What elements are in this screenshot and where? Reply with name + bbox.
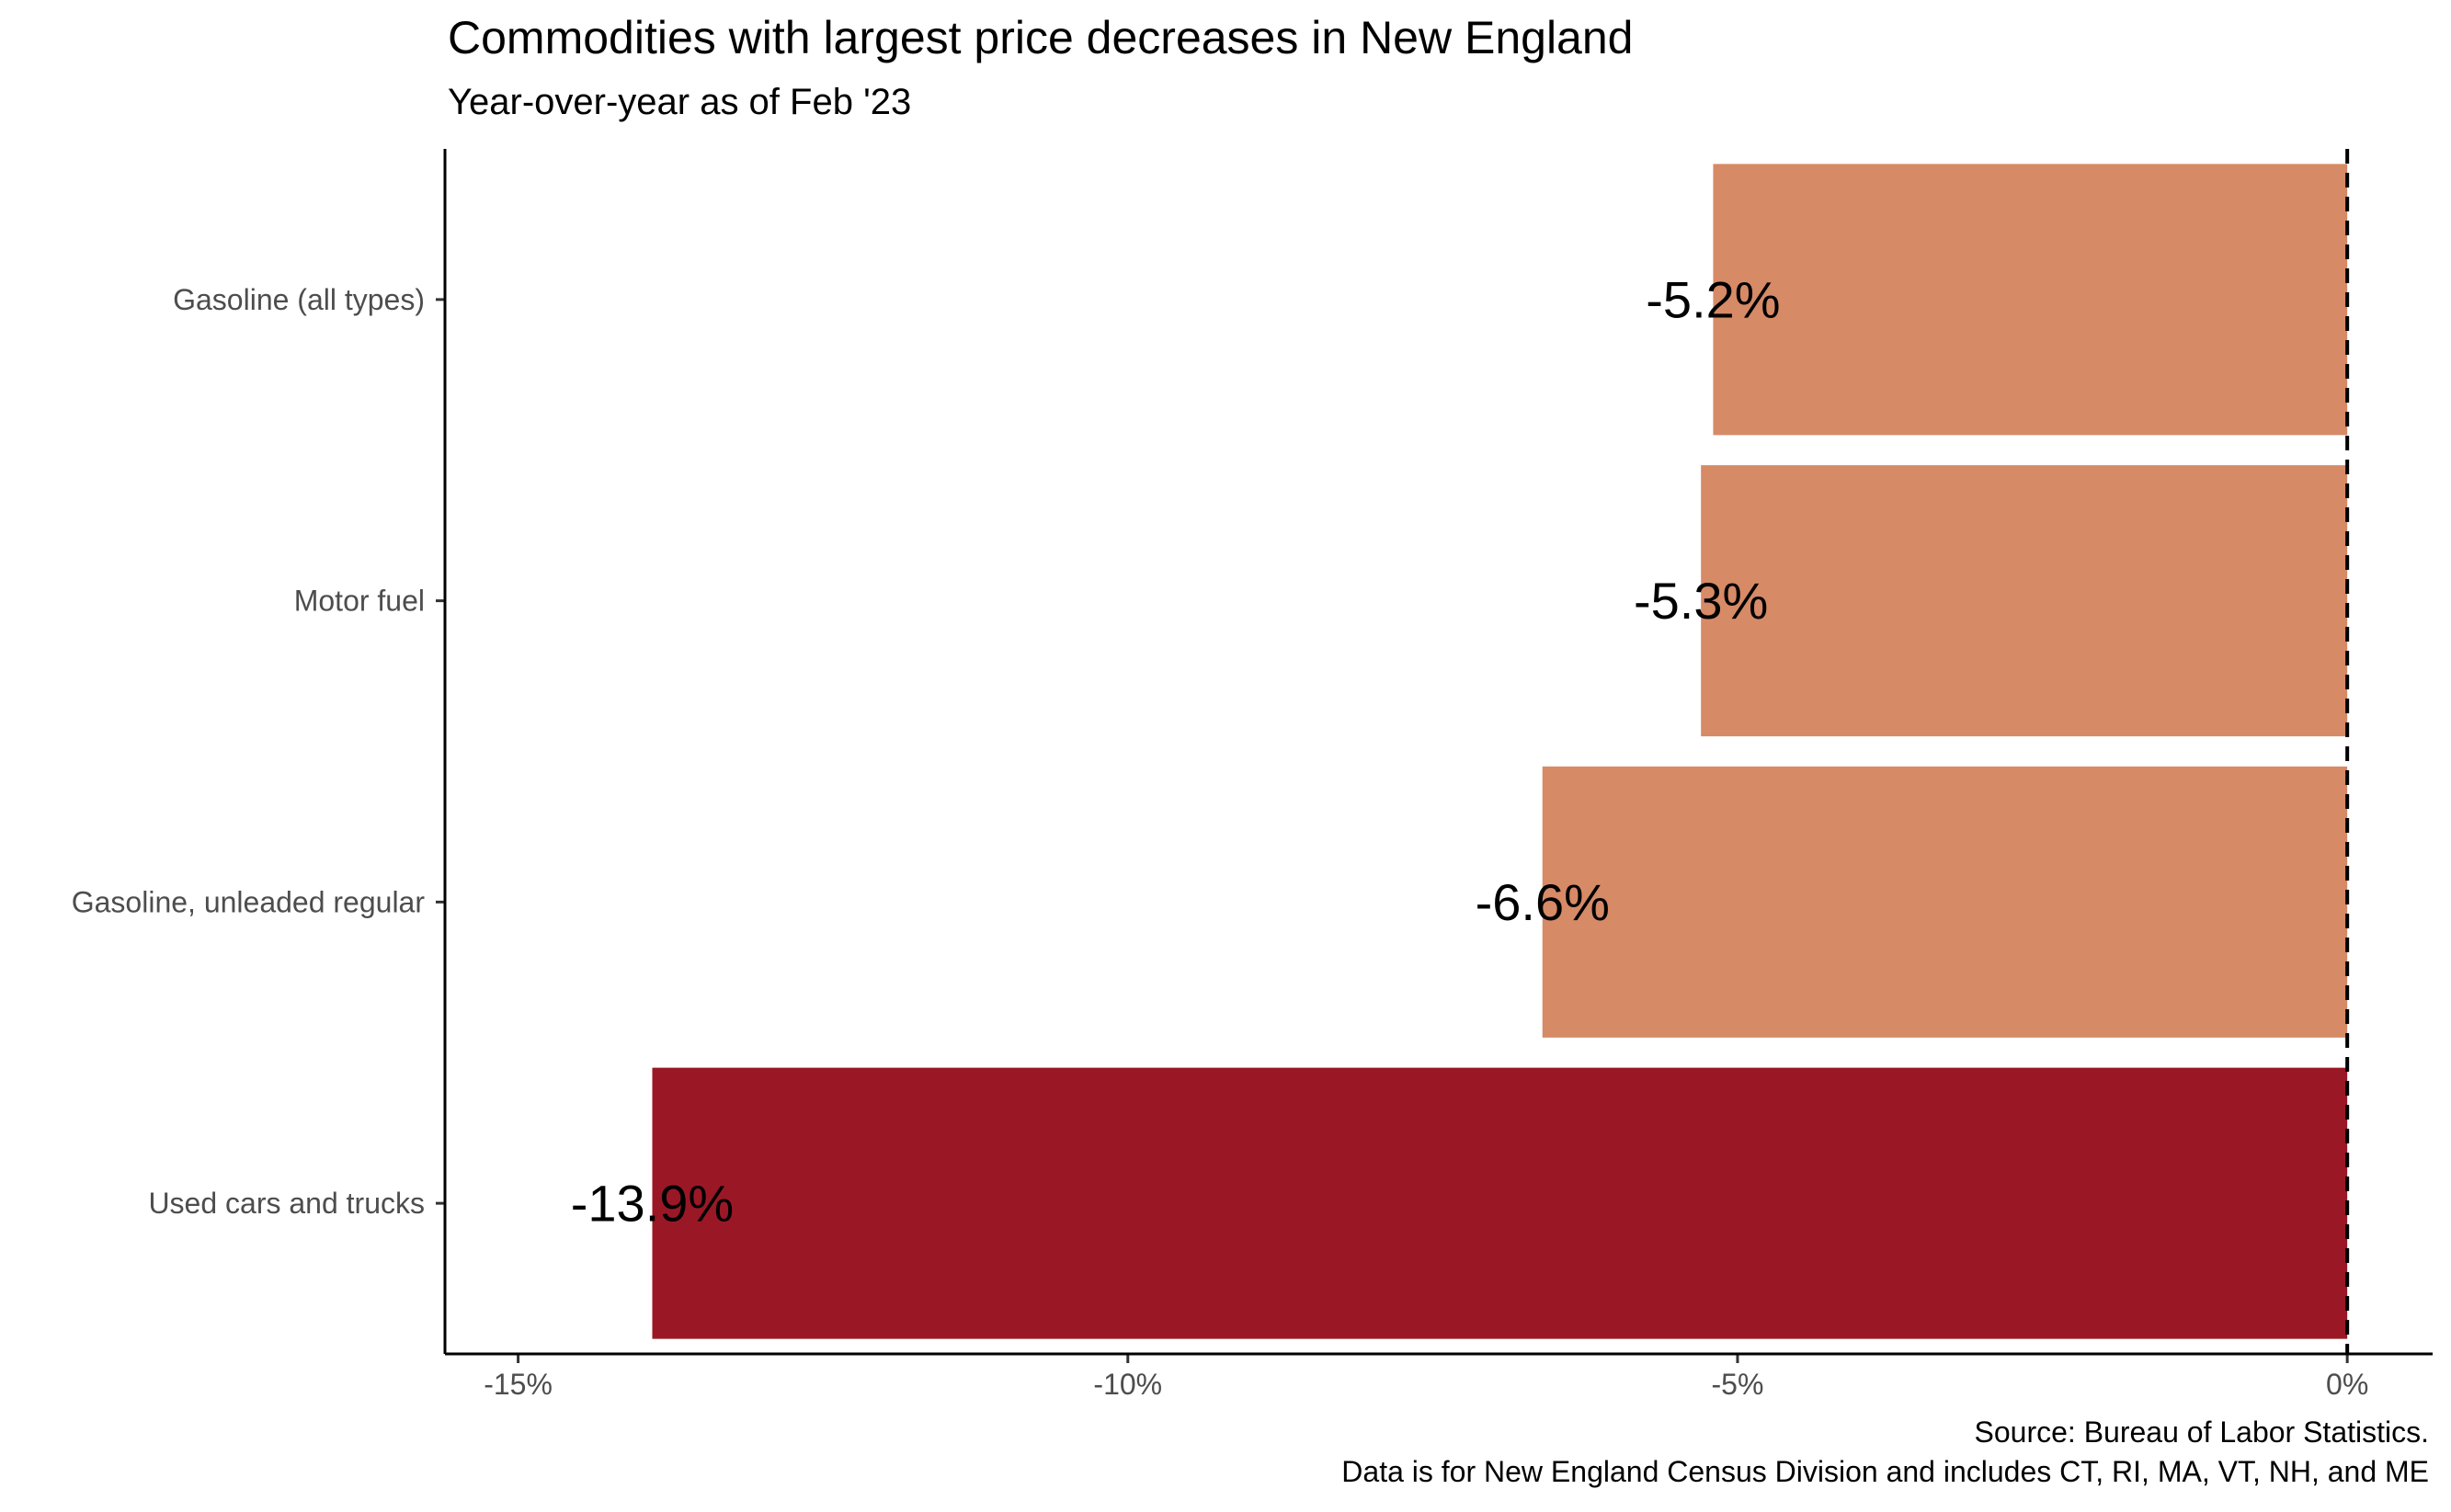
y-tick-label-gasoline-all-types: Gasoline (all types)	[173, 283, 425, 316]
bar-motor-fuel	[1701, 465, 2348, 737]
x-tick-label: -5%	[1712, 1368, 1764, 1401]
y-tick-label-gasoline-unleaded-regular: Gasoline, unleaded regular	[72, 885, 426, 918]
x-tick-label: -10%	[1093, 1368, 1162, 1401]
labels-layer: -5.2% -5.3% -6.6% -13.9%	[571, 270, 1781, 1232]
bar-gasoline-unleaded-regular	[1542, 766, 2348, 1038]
axes-layer: Gasoline (all types) Motor fuel Gasoline, …	[72, 149, 2433, 1401]
data-label-used-cars-and-trucks: -13.9%	[571, 1175, 734, 1233]
bar-used-cars-and-trucks	[652, 1067, 2348, 1339]
bars-layer	[652, 164, 2348, 1339]
chart-title: Commodities with largest price decreases…	[448, 12, 1634, 63]
y-tick-label-motor-fuel: Motor fuel	[294, 585, 425, 618]
data-label-gasoline-unleaded-regular: -6.6%	[1476, 873, 1610, 931]
bar-gasoline-all-types	[1713, 164, 2348, 436]
chart-subtitle: Year-over-year as of Feb '23	[448, 82, 912, 122]
x-tick-label: -15%	[484, 1368, 553, 1401]
data-label-gasoline-all-types: -5.2%	[1646, 270, 1780, 328]
caption-source: Source: Bureau of Labor Statistics.	[1974, 1415, 2429, 1449]
caption-note: Data is for New England Census Division …	[1341, 1455, 2429, 1488]
x-tick-label: 0%	[2326, 1368, 2368, 1401]
y-tick-label-used-cars-and-trucks: Used cars and trucks	[148, 1187, 425, 1220]
data-label-motor-fuel: -5.3%	[1634, 572, 1768, 630]
